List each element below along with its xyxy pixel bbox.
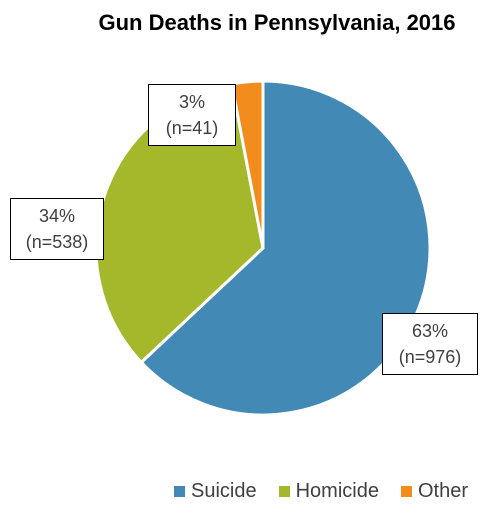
legend-label: Suicide (191, 480, 257, 502)
legend: Suicide Homicide Other (0, 480, 482, 503)
count-label: (n=41) (165, 118, 219, 138)
legend-item: Other (400, 480, 468, 503)
pie-slice (229, 79, 265, 249)
value-label: 34% (38, 206, 76, 226)
value-label: 3% (178, 92, 205, 112)
value-label: 63% (411, 321, 449, 341)
data-label: 63% (n=976) (382, 313, 478, 375)
legend-label: Other (417, 480, 468, 502)
data-label: 3% (n=41) (148, 84, 236, 146)
data-label: 34% (n=538) (10, 198, 104, 260)
legend-swatch (400, 486, 412, 497)
count-label: (n=976) (398, 347, 462, 367)
legend-swatch (278, 486, 290, 497)
chart-title: Gun Deaths in Pennsylvania, 2016 (98, 10, 456, 35)
legend-item: Suicide (174, 480, 257, 503)
legend-item: Homicide (278, 480, 379, 503)
count-label: (n=538) (25, 232, 89, 252)
legend-label: Homicide (295, 480, 379, 502)
legend-swatch (174, 486, 185, 497)
